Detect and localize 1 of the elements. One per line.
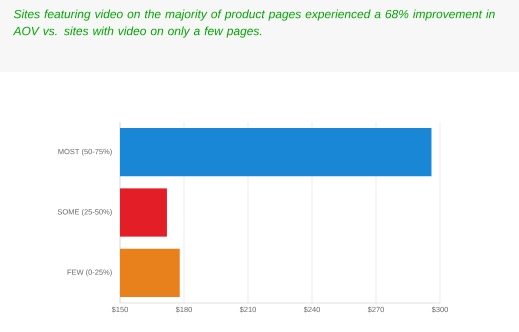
chart-title: Sites featuring video on the majority of product pages experienced a 68% improvement in AOV vs. sites with video on only a few pages. xyxy=(12,10,495,38)
